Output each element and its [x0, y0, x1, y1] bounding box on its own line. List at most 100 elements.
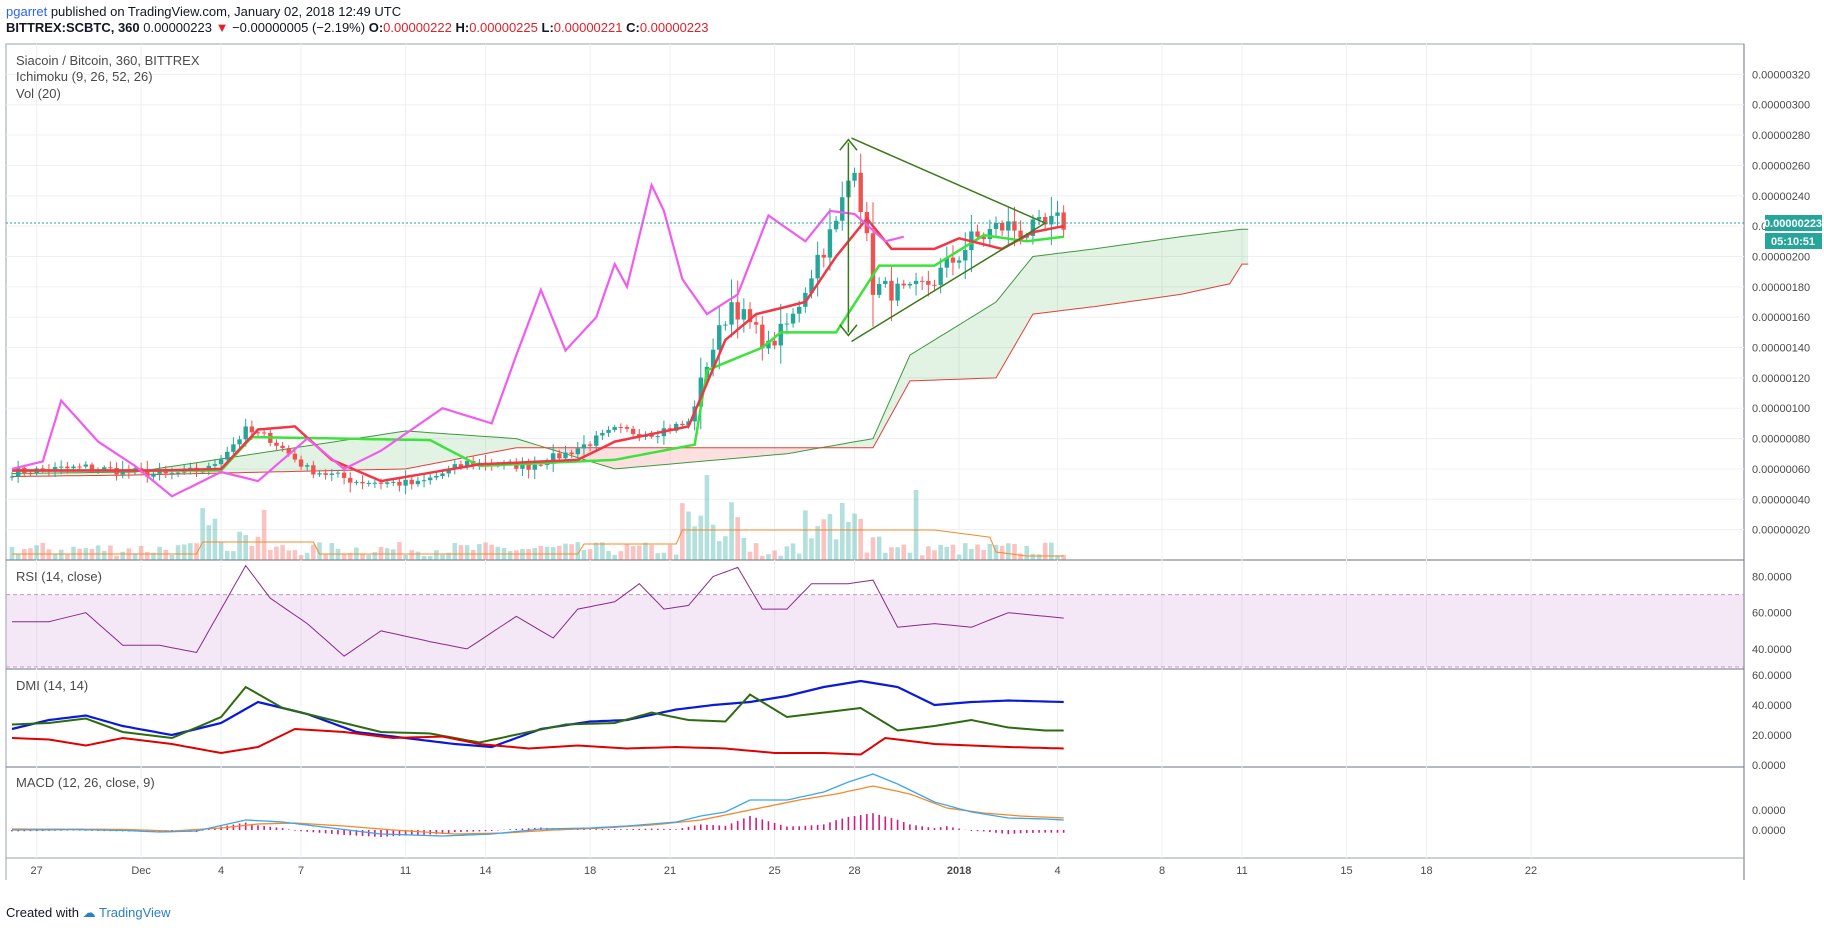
volume-bar — [95, 545, 101, 560]
cloud-segment — [1100, 247, 1107, 306]
candle-body — [938, 267, 943, 285]
price-change: −0.00000005 (−2.19%) — [232, 20, 366, 35]
macd-tick-label: 0.0000 — [1752, 805, 1786, 817]
cloud-segment — [860, 439, 867, 448]
ohlc-line: BITTREX:SCBTC, 360 0.00000223 ▼ −0.00000… — [6, 20, 709, 35]
time-tick-label: 22 — [1525, 865, 1537, 877]
volume-bar — [286, 550, 292, 560]
candle-body — [932, 284, 937, 286]
cloud-segment — [965, 317, 972, 379]
volume-bar — [569, 544, 574, 560]
cloud-segment — [1094, 248, 1101, 307]
candle-body — [840, 197, 845, 221]
close-value: 0.00000223 — [639, 20, 709, 35]
candle-body — [876, 284, 882, 295]
cloud-segment — [977, 309, 984, 379]
cloud-segment — [645, 447, 652, 467]
cloud-segment — [713, 447, 720, 461]
candle-body — [298, 459, 304, 467]
candle-body — [354, 481, 359, 483]
candle-body — [188, 467, 193, 469]
tradingview-link[interactable]: TradingView — [99, 905, 171, 920]
volume-bar — [427, 555, 433, 560]
candle-body — [674, 423, 679, 431]
volume-bar — [655, 553, 661, 560]
volume-bar — [692, 526, 697, 560]
cloud-segment — [473, 435, 480, 456]
candle-body — [378, 482, 384, 484]
volume-bar — [212, 518, 218, 560]
author-link[interactable]: pgarret — [6, 4, 48, 19]
cloud-segment — [368, 435, 375, 470]
cloud-segment — [916, 347, 923, 381]
cloud-segment — [959, 320, 966, 380]
cloud-segment — [971, 313, 978, 379]
volume-bar — [612, 554, 617, 560]
candle-body — [858, 172, 863, 213]
volume-bar — [876, 536, 882, 560]
candle-body — [981, 236, 986, 240]
candle-body — [9, 476, 15, 478]
volume-bar — [919, 555, 925, 560]
volume-bar — [317, 542, 322, 560]
volume-bar — [778, 555, 784, 560]
volume-bar — [145, 551, 150, 560]
candle-body — [335, 472, 341, 474]
price-tick-label: 0.00000320 — [1752, 69, 1810, 81]
candle-body — [944, 257, 949, 268]
volume-bar — [729, 502, 734, 560]
cloud-segment — [1119, 244, 1126, 304]
volume-bar — [360, 553, 365, 560]
volume-bar — [237, 531, 242, 560]
candle-body — [212, 464, 218, 466]
symbol-label: BITTREX:SCBTC, 360 — [6, 20, 140, 35]
cloud-segment — [239, 455, 246, 473]
cloud-segment — [768, 447, 775, 456]
cloud-segment — [233, 456, 240, 473]
volume-bar — [391, 549, 396, 560]
volume-bar — [298, 555, 304, 560]
candle-body — [907, 283, 913, 286]
candle-body — [366, 482, 371, 484]
dmi-tick-label: 40.0000 — [1752, 700, 1792, 712]
candle-body — [569, 452, 574, 455]
volume-bar — [421, 555, 427, 560]
volume-bar — [526, 549, 531, 560]
candle-body — [360, 481, 365, 484]
candle-body — [581, 444, 587, 449]
cloud-segment — [1026, 256, 1033, 325]
cloud-segment — [879, 410, 886, 437]
candle-body — [655, 436, 660, 438]
cloud-segment — [743, 447, 750, 458]
volume-bar — [581, 549, 587, 560]
rsi-line — [12, 564, 1064, 657]
volume-bar — [409, 550, 415, 560]
candle-body — [428, 477, 433, 481]
dmi-tick-label: 20.0000 — [1752, 730, 1792, 742]
price-tag-value: 0.00000223 — [1764, 218, 1822, 230]
candle-body — [348, 477, 353, 483]
volume-bar — [40, 542, 46, 560]
volume-bar — [852, 513, 857, 560]
created-with: Created with — [6, 905, 79, 920]
candle-body — [950, 257, 956, 263]
volume-bar — [889, 547, 894, 560]
candle-body — [956, 260, 962, 263]
cloud-segment — [553, 447, 560, 452]
candle-body — [784, 323, 790, 325]
chart-svg[interactable]: 0.00000020 0.00000040 0.00000060 0.00000080… — [0, 0, 1824, 880]
candle-body — [883, 280, 888, 285]
volume-legend: Vol (20) — [16, 86, 61, 101]
volume-bar — [114, 555, 119, 560]
price-tick-label: 0.00000300 — [1752, 100, 1810, 112]
time-tick-label: 4 — [218, 865, 224, 877]
volume-bar — [883, 552, 888, 560]
cloud-segment — [602, 447, 609, 468]
volume-bar — [815, 526, 820, 560]
price-tick-label: 0.00000240 — [1752, 191, 1810, 203]
volume-bar — [563, 543, 568, 560]
candle-body — [766, 340, 771, 349]
candle-body — [200, 471, 205, 473]
candle-body — [464, 460, 470, 467]
cloud-segment — [952, 324, 960, 380]
